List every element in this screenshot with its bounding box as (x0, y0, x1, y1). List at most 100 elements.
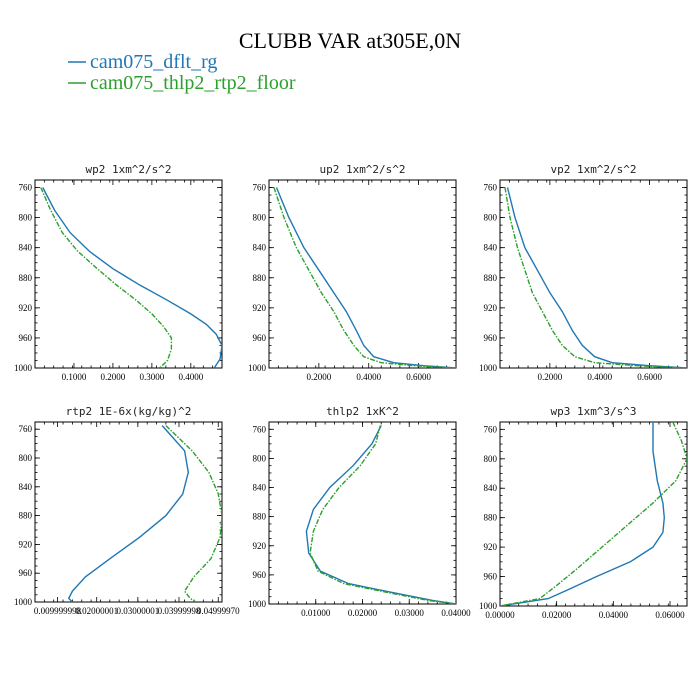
ytick-label: 920 (19, 539, 33, 549)
xtick-label: 0.00000 (485, 610, 515, 620)
series-line-dflt (506, 187, 687, 368)
xtick-label: 0.01000 (301, 608, 331, 618)
panels: wp2 1xm^2/s^2 760 800 840 880 920 960 1000 0.100… (14, 163, 688, 620)
ytick-label: 960 (484, 572, 498, 582)
panel-title-4: thlp2 1xK^2 (326, 405, 399, 418)
xtick-label: 0.02000 (542, 610, 572, 620)
ytick-label: 1000 (14, 597, 33, 607)
xtick-label: 0.02000001 (75, 606, 118, 616)
series-line-floor (309, 425, 456, 604)
xtick-label: 0.6000 (406, 372, 431, 382)
ytick-label: 920 (253, 303, 267, 313)
xtick-label: 0.2000 (306, 372, 331, 382)
panel-title-2: vp2 1xm^2/s^2 (550, 163, 636, 176)
ytick-label: 1000 (248, 363, 267, 373)
series-line-floor (504, 187, 687, 368)
ytick-label: 1000 (14, 363, 33, 373)
ytick-label: 960 (484, 333, 498, 343)
plot-frame-4 (268, 421, 457, 605)
series-line-floor (40, 187, 173, 368)
panel-0: wp2 1xm^2/s^2 760 800 840 880 920 960 1000 0.100… (14, 163, 223, 382)
ytick-label: 800 (484, 213, 498, 223)
ytick-label: 760 (253, 183, 267, 193)
plot-frame-1 (268, 179, 457, 369)
xtick-label: 0.4000 (356, 372, 381, 382)
ytick-label: 800 (253, 213, 267, 223)
panel-title-1: up2 1xm^2/s^2 (319, 163, 405, 176)
ytick-label: 880 (484, 273, 498, 283)
xtick-label: 0.03000 (395, 608, 425, 618)
xtick-label: 0.04999970 (197, 606, 240, 616)
ytick-label: 800 (19, 453, 33, 463)
ytick-label: 760 (484, 183, 498, 193)
panel-title-3: rtp2 1E-6x(kg/kg)^2 (66, 405, 192, 418)
xtick-label: 0.6000 (637, 372, 662, 382)
ytick-label: 880 (19, 273, 33, 283)
ytick-label: 1000 (248, 599, 267, 609)
xtick-label: 0.04000 (441, 608, 471, 618)
ytick-label: 800 (484, 454, 498, 464)
ytick-label: 840 (19, 243, 33, 253)
panel-1: up2 1xm^2/s^2 760 800 840 880 920 960 1000 0.200… (248, 163, 457, 382)
ytick-label: 760 (19, 183, 33, 193)
ytick-label: 920 (484, 303, 498, 313)
ytick-label: 960 (253, 570, 267, 580)
ytick-label: 960 (19, 568, 33, 578)
panel-title-5: wp3 1xm^3/s^3 (550, 405, 636, 418)
xtick-label: 0.04000 (599, 610, 629, 620)
xtick-label: 0.2000 (537, 372, 562, 382)
panel-2: vp2 1xm^2/s^2 760 800 840 880 920 960 1000 0.200… (479, 163, 688, 382)
panel-title-0: wp2 1xm^2/s^2 (85, 163, 171, 176)
series-line-dflt (275, 187, 456, 368)
ytick-label: 920 (19, 303, 33, 313)
xtick-label: 0.3000 (140, 372, 165, 382)
xtick-label: 0.06000 (655, 610, 685, 620)
series-line-dflt (500, 422, 666, 606)
ytick-label: 880 (253, 273, 267, 283)
ytick-label: 880 (253, 512, 267, 522)
xtick-label: 0.02000 (348, 608, 378, 618)
ytick-label: 880 (19, 511, 33, 521)
ytick-label: 960 (253, 333, 267, 343)
ytick-label: 960 (19, 333, 33, 343)
series-line-dflt (305, 425, 456, 604)
series-line-floor (165, 425, 222, 602)
panel-3: rtp2 1E-6x(kg/kg)^2 760 800 840 880 920 960 100… (14, 405, 240, 616)
ytick-label: 760 (253, 424, 267, 434)
panel-4: thlp2 1xK^2 760 800 840 880 920 960 1000 0.01000… (248, 405, 471, 618)
xtick-label: 0.03999998 (158, 606, 201, 616)
xtick-label: 0.2000 (101, 372, 126, 382)
plot-frame-0 (34, 179, 223, 369)
ytick-label: 840 (484, 243, 498, 253)
ytick-label: 800 (253, 453, 267, 463)
ytick-label: 840 (484, 483, 498, 493)
figure-title: CLUBB VAR at305E,0N (239, 28, 461, 53)
legend: cam075_dflt_rg cam075_thlp2_rtp2_floor (68, 51, 296, 94)
series-line-dflt (67, 425, 190, 602)
xtick-label: 0.1000 (62, 372, 87, 382)
ytick-label: 920 (484, 542, 498, 552)
xtick-label: 0.4000 (587, 372, 612, 382)
xtick-label: 0.03000001 (116, 606, 159, 616)
series-line-dflt (42, 187, 222, 368)
ytick-label: 800 (19, 213, 33, 223)
series-line-floor (500, 422, 687, 606)
xtick-label: 0.009999998 (34, 606, 82, 616)
plot-frame-2 (499, 179, 688, 369)
ytick-label: 840 (253, 483, 267, 493)
legend-label-dflt: cam075_dflt_rg (90, 51, 217, 73)
legend-label-floor: cam075_thlp2_rtp2_floor (90, 72, 296, 94)
ytick-label: 880 (484, 513, 498, 523)
ytick-label: 760 (19, 424, 33, 434)
panel-5: wp3 1xm^3/s^3 760 800 840 880 920 960 10000.000… (479, 405, 688, 620)
series-line-floor (273, 187, 456, 368)
ytick-label: 1000 (479, 363, 498, 373)
ytick-label: 840 (253, 243, 267, 253)
xtick-label: 0.4000 (178, 372, 203, 382)
ytick-label: 760 (484, 424, 498, 434)
plot-frame-3 (34, 421, 223, 603)
ytick-label: 840 (19, 482, 33, 492)
ytick-label: 1000 (479, 601, 498, 611)
ytick-label: 920 (253, 541, 267, 551)
